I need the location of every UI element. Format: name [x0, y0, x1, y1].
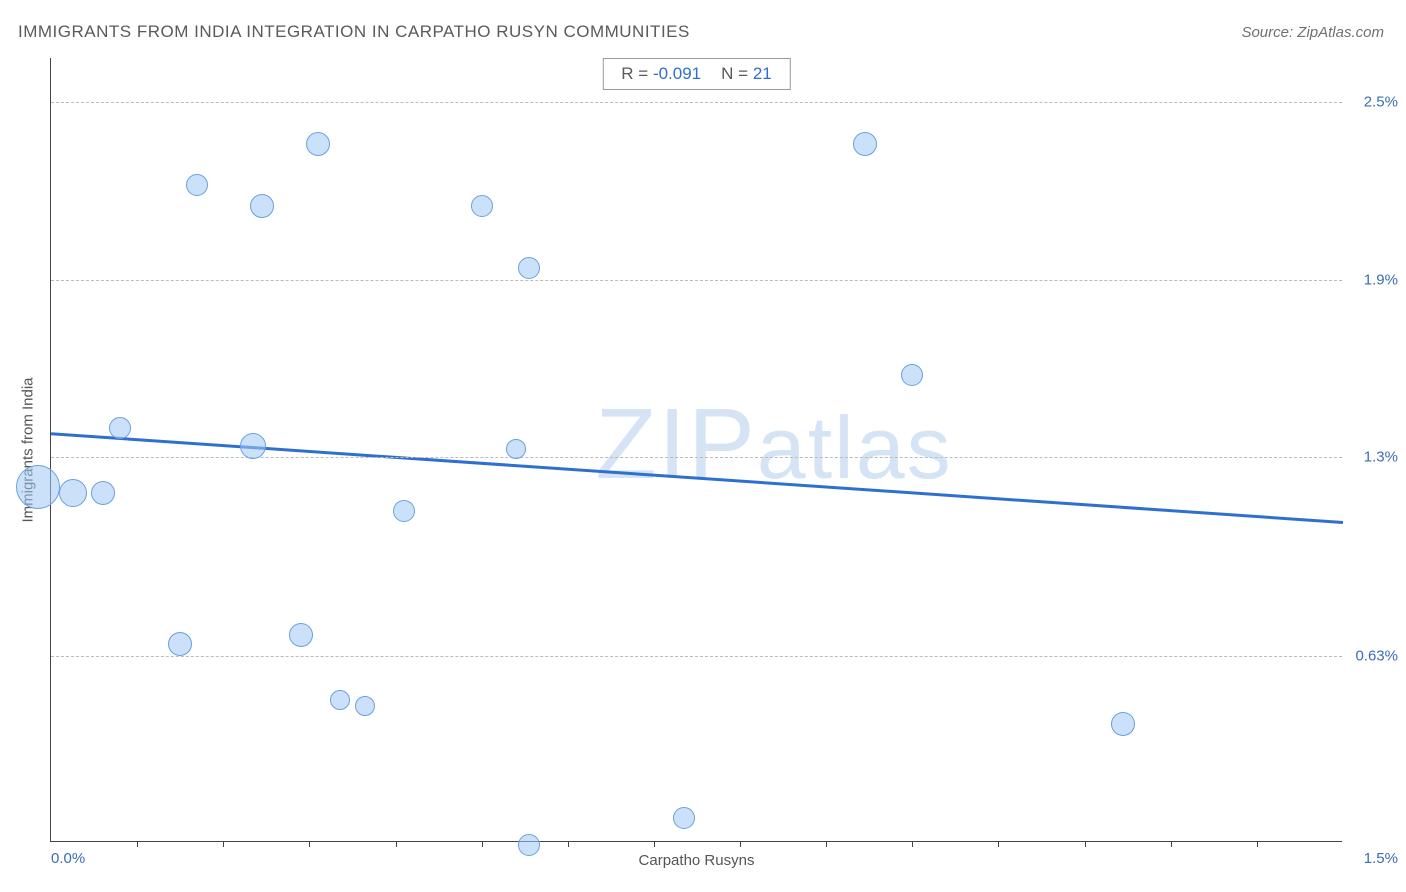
data-point [853, 132, 877, 156]
data-point [240, 433, 266, 459]
x-tick [740, 841, 741, 847]
r-value: -0.091 [653, 64, 701, 83]
data-point [518, 257, 540, 279]
x-tick [1257, 841, 1258, 847]
data-point [250, 194, 274, 218]
x-axis-title: Carpatho Rusyns [639, 852, 755, 869]
n-label: N = [721, 64, 748, 83]
data-point [506, 439, 526, 459]
data-point [471, 195, 493, 217]
x-axis-min-label: 0.0% [51, 850, 85, 867]
source-label: Source: ZipAtlas.com [1241, 24, 1384, 41]
gridline [51, 656, 1342, 657]
data-point [355, 696, 375, 716]
x-tick [137, 841, 138, 847]
n-stat: N = 21 [721, 64, 772, 84]
data-point [1111, 712, 1135, 736]
x-tick [1085, 841, 1086, 847]
data-point [186, 174, 208, 196]
x-tick [568, 841, 569, 847]
data-point [306, 132, 330, 156]
data-point [901, 364, 923, 386]
y-tick-label: 1.9% [1364, 271, 1398, 288]
gridline [51, 102, 1342, 103]
gridline [51, 280, 1342, 281]
data-point [289, 623, 313, 647]
x-tick [826, 841, 827, 847]
data-point [109, 417, 131, 439]
data-point [393, 500, 415, 522]
y-tick-label: 1.3% [1364, 449, 1398, 466]
x-tick [223, 841, 224, 847]
data-point [16, 465, 60, 509]
x-axis-max-label: 1.5% [1364, 850, 1398, 867]
x-tick [912, 841, 913, 847]
gridline [51, 457, 1342, 458]
chart-title: IMMIGRANTS FROM INDIA INTEGRATION IN CAR… [18, 22, 690, 42]
x-tick [309, 841, 310, 847]
r-label: R = [621, 64, 648, 83]
x-tick [1171, 841, 1172, 847]
y-tick-label: 2.5% [1364, 94, 1398, 111]
x-tick [998, 841, 999, 847]
data-point [91, 481, 115, 505]
data-point [59, 479, 87, 507]
stats-box: R = -0.091 N = 21 [602, 58, 790, 90]
data-point [673, 807, 695, 829]
y-tick-label: 0.63% [1355, 647, 1398, 664]
data-point [330, 690, 350, 710]
x-tick [482, 841, 483, 847]
r-stat: R = -0.091 [621, 64, 701, 84]
x-tick [654, 841, 655, 847]
scatter-plot-area: R = -0.091 N = 21 ZIPatlas Carpatho Rusy… [50, 58, 1342, 842]
x-tick [396, 841, 397, 847]
data-point [518, 834, 540, 856]
n-value: 21 [753, 64, 772, 83]
data-point [168, 632, 192, 656]
watermark: ZIPatlas [595, 386, 952, 501]
